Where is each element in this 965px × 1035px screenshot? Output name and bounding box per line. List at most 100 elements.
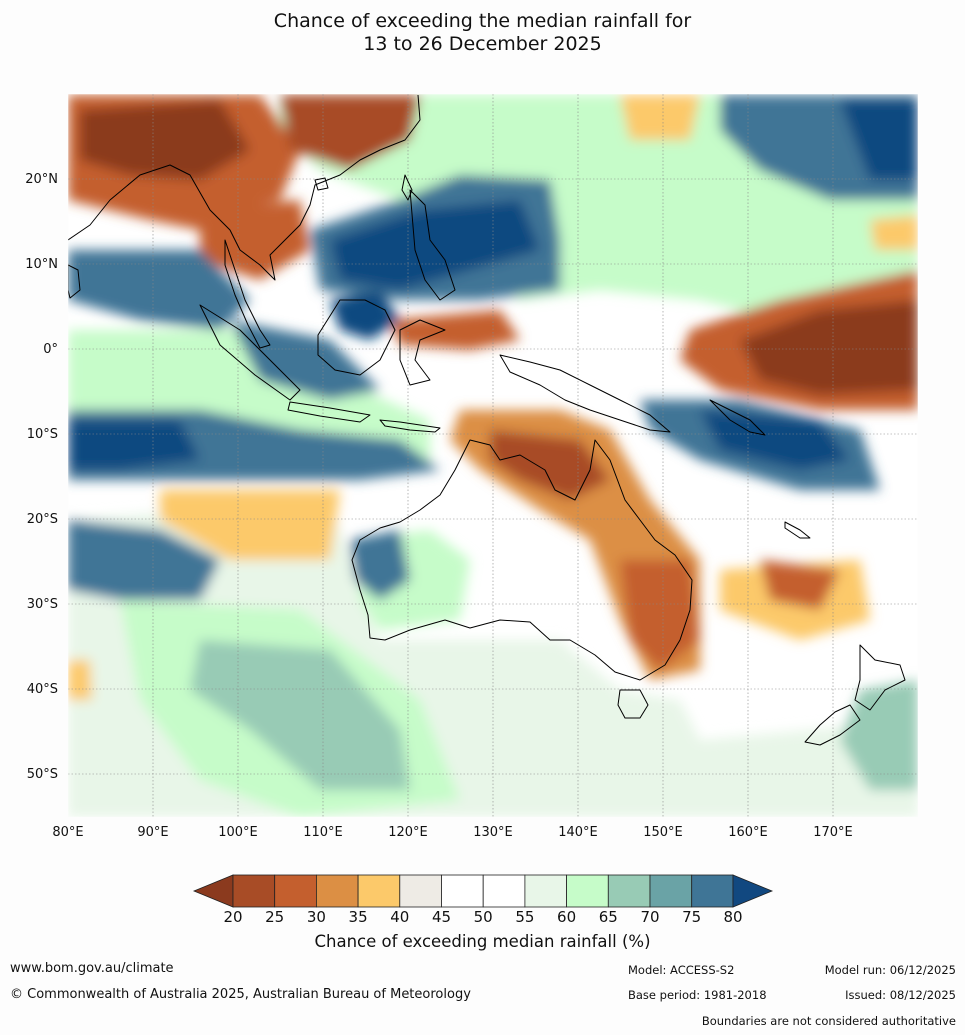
map-frame (67, 93, 919, 818)
field-dry-thailand (200, 200, 310, 280)
coastlines (68, 94, 906, 746)
coast-sumatra (199, 304, 301, 401)
field-dry-east-edge (870, 215, 918, 250)
lat-label: 20°S (27, 512, 58, 527)
lon-label: 130°E (473, 825, 513, 840)
coast-lesser-sunda-timor (379, 419, 441, 433)
lat-label: 10°S (27, 427, 58, 442)
field-dry-south-china (280, 95, 420, 170)
base-period: Base period: 1981-2018 (628, 988, 767, 1002)
colorbar-segment (649, 874, 693, 908)
colorbar-tick-label: 35 (349, 908, 368, 926)
website-link[interactable]: www.bom.gov.au/climate (10, 961, 174, 976)
colorbar-extend-low (192, 874, 234, 908)
coast-solomon-islands (709, 399, 766, 436)
field-dry-coral-sea-core (760, 560, 840, 610)
lon-label: 110°E (303, 825, 343, 840)
colorbar-tick-label: 20 (223, 908, 242, 926)
title-line-2: 13 to 26 December 2025 (363, 33, 602, 55)
model-name: Model: ACCESS-S2 (628, 963, 735, 977)
colorbar-tick-label: 70 (640, 908, 659, 926)
colorbar-segment (315, 874, 359, 908)
field-teal-patch-sw (190, 640, 410, 790)
colorbar-tick-label: 80 (723, 908, 742, 926)
lon-label: 120°E (388, 825, 428, 840)
colorbar-extend-high (732, 874, 774, 908)
field-wet-philippine-sea-core (330, 200, 540, 290)
field-dry-west-edge (68, 660, 92, 700)
coast-sri-lanka (68, 264, 81, 299)
coast-sulawesi (399, 319, 446, 386)
colorbar-segment (566, 874, 609, 908)
graticule (68, 94, 918, 817)
colorbar-segment (482, 874, 526, 908)
model-run-date: Model run: 06/12/2025 (824, 963, 956, 977)
colorbar-segment (524, 874, 568, 908)
field-wet-borneo (330, 290, 400, 340)
colorbar-segment (691, 874, 734, 908)
lon-label: 140°E (558, 825, 598, 840)
map-panel (67, 93, 919, 818)
lat-label: 10°N (25, 257, 58, 272)
lon-label: 160°E (728, 825, 768, 840)
colorbar-segment (399, 874, 442, 908)
lat-label: 50°S (27, 767, 58, 782)
lat-label: 40°S (27, 682, 58, 697)
field-dry-north-australia-core (490, 430, 610, 500)
map-title: Chance of exceeding the median rainfall … (0, 10, 965, 56)
field-teal-patch-nz (840, 680, 918, 790)
field-wet-west-australia (350, 530, 410, 600)
boundaries-disclaimer: Boundaries are not considered authoritat… (701, 1014, 956, 1028)
longitude-labels: 80°E 90°E 100°E 110°E 120°E 130°E 140°E … (52, 825, 852, 840)
field-dry-pacific-east-core (740, 300, 918, 395)
colorbar-tick-label: 65 (599, 908, 618, 926)
colorbar-tick-label: 45 (432, 908, 451, 926)
coast-hainan (314, 177, 329, 191)
colorbar-tick-label: 55 (515, 908, 534, 926)
coast-tasmania (617, 689, 649, 719)
field-wet-sumatra (230, 320, 380, 400)
rainfall-probability-field (68, 95, 918, 817)
lon-label: 150°E (643, 825, 683, 840)
colorbar-segment (441, 874, 484, 908)
field-dry-indochina-core (80, 100, 250, 180)
lat-label: 20°N (25, 172, 58, 187)
lat-label: 0° (43, 342, 58, 357)
coast-new-zealand-north (854, 644, 906, 711)
colorbar-segment (274, 874, 317, 908)
title-line-1: Chance of exceeding the median rainfall … (273, 10, 692, 32)
colorbar-tick-label: 40 (390, 908, 409, 926)
coast-new-guinea (499, 354, 671, 433)
colorbar-tick-label: 50 (474, 908, 493, 926)
colorbar-segment (232, 874, 276, 908)
field-wet-indian-ocean-south (68, 520, 220, 600)
colorbar-segment (357, 874, 401, 908)
coast-borneo (317, 299, 396, 376)
latitude-labels: 20°N 10°N 0° 10°S 20°S 30°S 40°S 50°S (25, 172, 58, 782)
coast-java (287, 401, 371, 423)
lat-label: 30°S (27, 597, 58, 612)
coast-new-caledonia (784, 521, 811, 539)
lon-label: 100°E (218, 825, 258, 840)
coast-malay-peninsula (224, 239, 271, 349)
lon-label: 90°E (137, 825, 168, 840)
field-wet-indian-ocean-core (68, 420, 200, 470)
coast-mainland-asia (68, 94, 421, 281)
colorbar-tick-label: 75 (682, 908, 701, 926)
lon-label: 170°E (813, 825, 853, 840)
colorbar-tick-label: 60 (557, 908, 576, 926)
coast-new-zealand-south (804, 704, 861, 746)
colorbar: 20 25 30 35 40 45 50 55 60 65 70 75 80 (192, 874, 774, 926)
field-dry-east-australia (620, 560, 700, 670)
coast-taiwan (401, 174, 413, 201)
coast-australia (351, 439, 693, 681)
copyright-notice: © Commonwealth of Australia 2025, Austra… (10, 987, 471, 1002)
field-dry-indian-ocean (160, 490, 340, 560)
issued-date: Issued: 08/12/2025 (845, 988, 956, 1002)
colorbar-segment (607, 874, 651, 908)
coast-philippines (409, 189, 456, 301)
colorbar-title: Chance of exceeding median rainfall (%) (314, 932, 651, 951)
field-wet-bay-of-bengal (68, 250, 250, 330)
colorbar-tick-label: 30 (307, 908, 326, 926)
